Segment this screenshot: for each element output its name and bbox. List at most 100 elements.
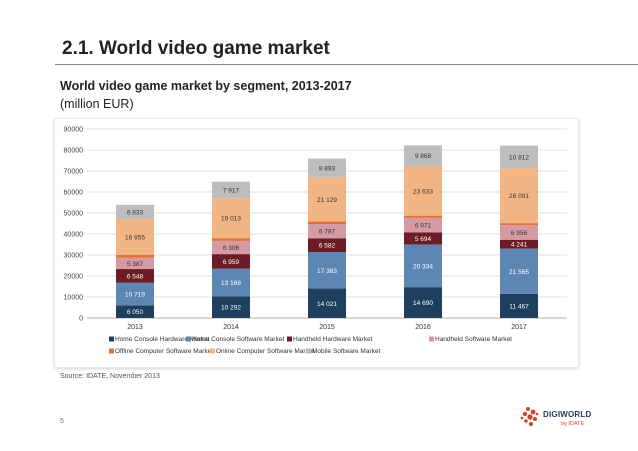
x-tick-label: 2016	[415, 324, 431, 331]
chart-subtitle: (million EUR)	[60, 97, 134, 111]
data-label: 10 292	[221, 305, 241, 312]
y-tick-label: 70000	[64, 169, 84, 176]
title-divider	[55, 64, 638, 65]
data-label: 6 306	[223, 245, 240, 252]
legend-label: Online Computer Software Market	[216, 348, 314, 355]
legend-label: Home Console Software Market	[192, 336, 284, 343]
bar-segment	[500, 145, 538, 169]
bar-segment	[404, 166, 442, 216]
data-label: 6 833	[127, 209, 144, 216]
data-label: 19 013	[221, 216, 241, 223]
bar-segment	[212, 238, 250, 241]
data-label: 11 467	[509, 303, 529, 310]
data-label: 6 050	[127, 309, 144, 316]
data-label: 7 917	[223, 187, 240, 194]
x-tick-label: 2017	[511, 324, 527, 331]
x-tick-label: 2014	[223, 324, 239, 331]
y-tick-label: 20000	[64, 274, 84, 281]
data-label: 6 959	[223, 259, 240, 266]
data-label: 16 955	[125, 234, 145, 241]
bar-segment	[404, 287, 442, 318]
bar-segment	[308, 158, 346, 178]
y-tick-label: 80000	[64, 148, 84, 155]
data-label: 6 548	[127, 273, 144, 280]
legend-swatch	[306, 348, 311, 354]
source-note: Source: IDATE, November 2013	[60, 373, 160, 380]
stacked-bar-chart: 0 10000 20000 30000 40000 50000 60000 70000 8000…	[64, 127, 567, 355]
data-label: 26 091	[509, 193, 529, 200]
legend-label: Offline Computer Software Market	[115, 348, 213, 355]
bar-segment	[308, 238, 346, 253]
bar-segment	[308, 224, 346, 239]
data-label: 6 787	[319, 229, 336, 236]
chart-title: World video game market by segment, 2013…	[60, 79, 352, 93]
bar-segment	[212, 296, 250, 318]
legend-swatch	[186, 336, 191, 342]
data-label: 5 387	[127, 261, 144, 268]
data-label: 5 694	[415, 236, 432, 243]
y-tick-label: 50000	[64, 211, 84, 218]
bar-segment	[404, 244, 442, 288]
data-label: 10 812	[509, 154, 529, 161]
legend-label: Home Console Hardware Market	[115, 336, 210, 343]
bar-segment	[212, 240, 250, 255]
y-tick-label: 90000	[64, 127, 84, 134]
bar-segment	[500, 223, 538, 226]
y-tick-label: 0	[79, 316, 83, 323]
legend-swatch	[287, 336, 292, 342]
legend-label: Handheld Software Market	[435, 336, 512, 343]
bar-segment	[404, 215, 442, 218]
data-label: 23 633	[413, 188, 433, 195]
legend-label: Mobile Software Market	[312, 348, 380, 355]
legend-swatch	[109, 348, 114, 354]
bar-segment	[500, 225, 538, 240]
data-label: 6 956	[511, 230, 528, 237]
bar-segment	[308, 177, 346, 222]
bar-segment	[500, 248, 538, 294]
legend-label: Handheld Hardware Market	[293, 336, 373, 343]
logo-subtitle: by IDATE	[561, 421, 585, 427]
bar-segment	[308, 252, 346, 289]
data-label: 6 971	[415, 223, 432, 230]
legend-swatch	[429, 336, 434, 342]
data-label: 13 168	[221, 280, 241, 287]
legend-swatch	[109, 336, 114, 342]
bar-segment	[116, 254, 154, 258]
x-tick-label: 2015	[319, 324, 335, 331]
y-tick-label: 10000	[64, 295, 84, 302]
y-tick-label: 40000	[64, 232, 84, 239]
logo-wordmark: DIGIWORLD	[543, 410, 592, 419]
digiworld-logo-icon	[520, 407, 539, 427]
data-label: 10 719	[125, 292, 145, 299]
bar-segment	[212, 181, 250, 199]
bar-segment	[116, 204, 154, 220]
bar-segment	[116, 219, 154, 255]
bar-segment	[500, 239, 538, 249]
slide-title: 2.1. World video game market	[62, 38, 330, 59]
legend-swatch	[210, 348, 215, 354]
data-label: 20 334	[413, 263, 433, 270]
bar-segment	[212, 268, 250, 297]
bar-segment	[116, 305, 154, 318]
data-label: 14 021	[317, 301, 337, 308]
bar-segment	[500, 168, 538, 224]
data-label: 14 690	[413, 300, 433, 307]
data-label: 17 363	[317, 268, 337, 275]
x-tick-label: 2013	[127, 324, 143, 331]
bar-segment	[404, 145, 442, 167]
bar-segment	[404, 217, 442, 233]
data-label: 21 129	[317, 197, 337, 204]
bar-segment	[212, 198, 250, 239]
bar-segment	[500, 293, 538, 318]
data-label: 8 893	[319, 165, 336, 172]
y-tick-label: 30000	[64, 253, 84, 260]
bar-segment	[116, 269, 154, 283]
bar-segment	[308, 221, 346, 225]
bar-segment	[212, 254, 250, 269]
data-label: 21 565	[509, 269, 529, 276]
data-label: 6 582	[319, 243, 336, 250]
page-number: 5	[60, 418, 64, 425]
data-label: 4 241	[511, 242, 528, 249]
bar-segment	[308, 288, 346, 318]
data-label: 9 868	[415, 153, 432, 160]
